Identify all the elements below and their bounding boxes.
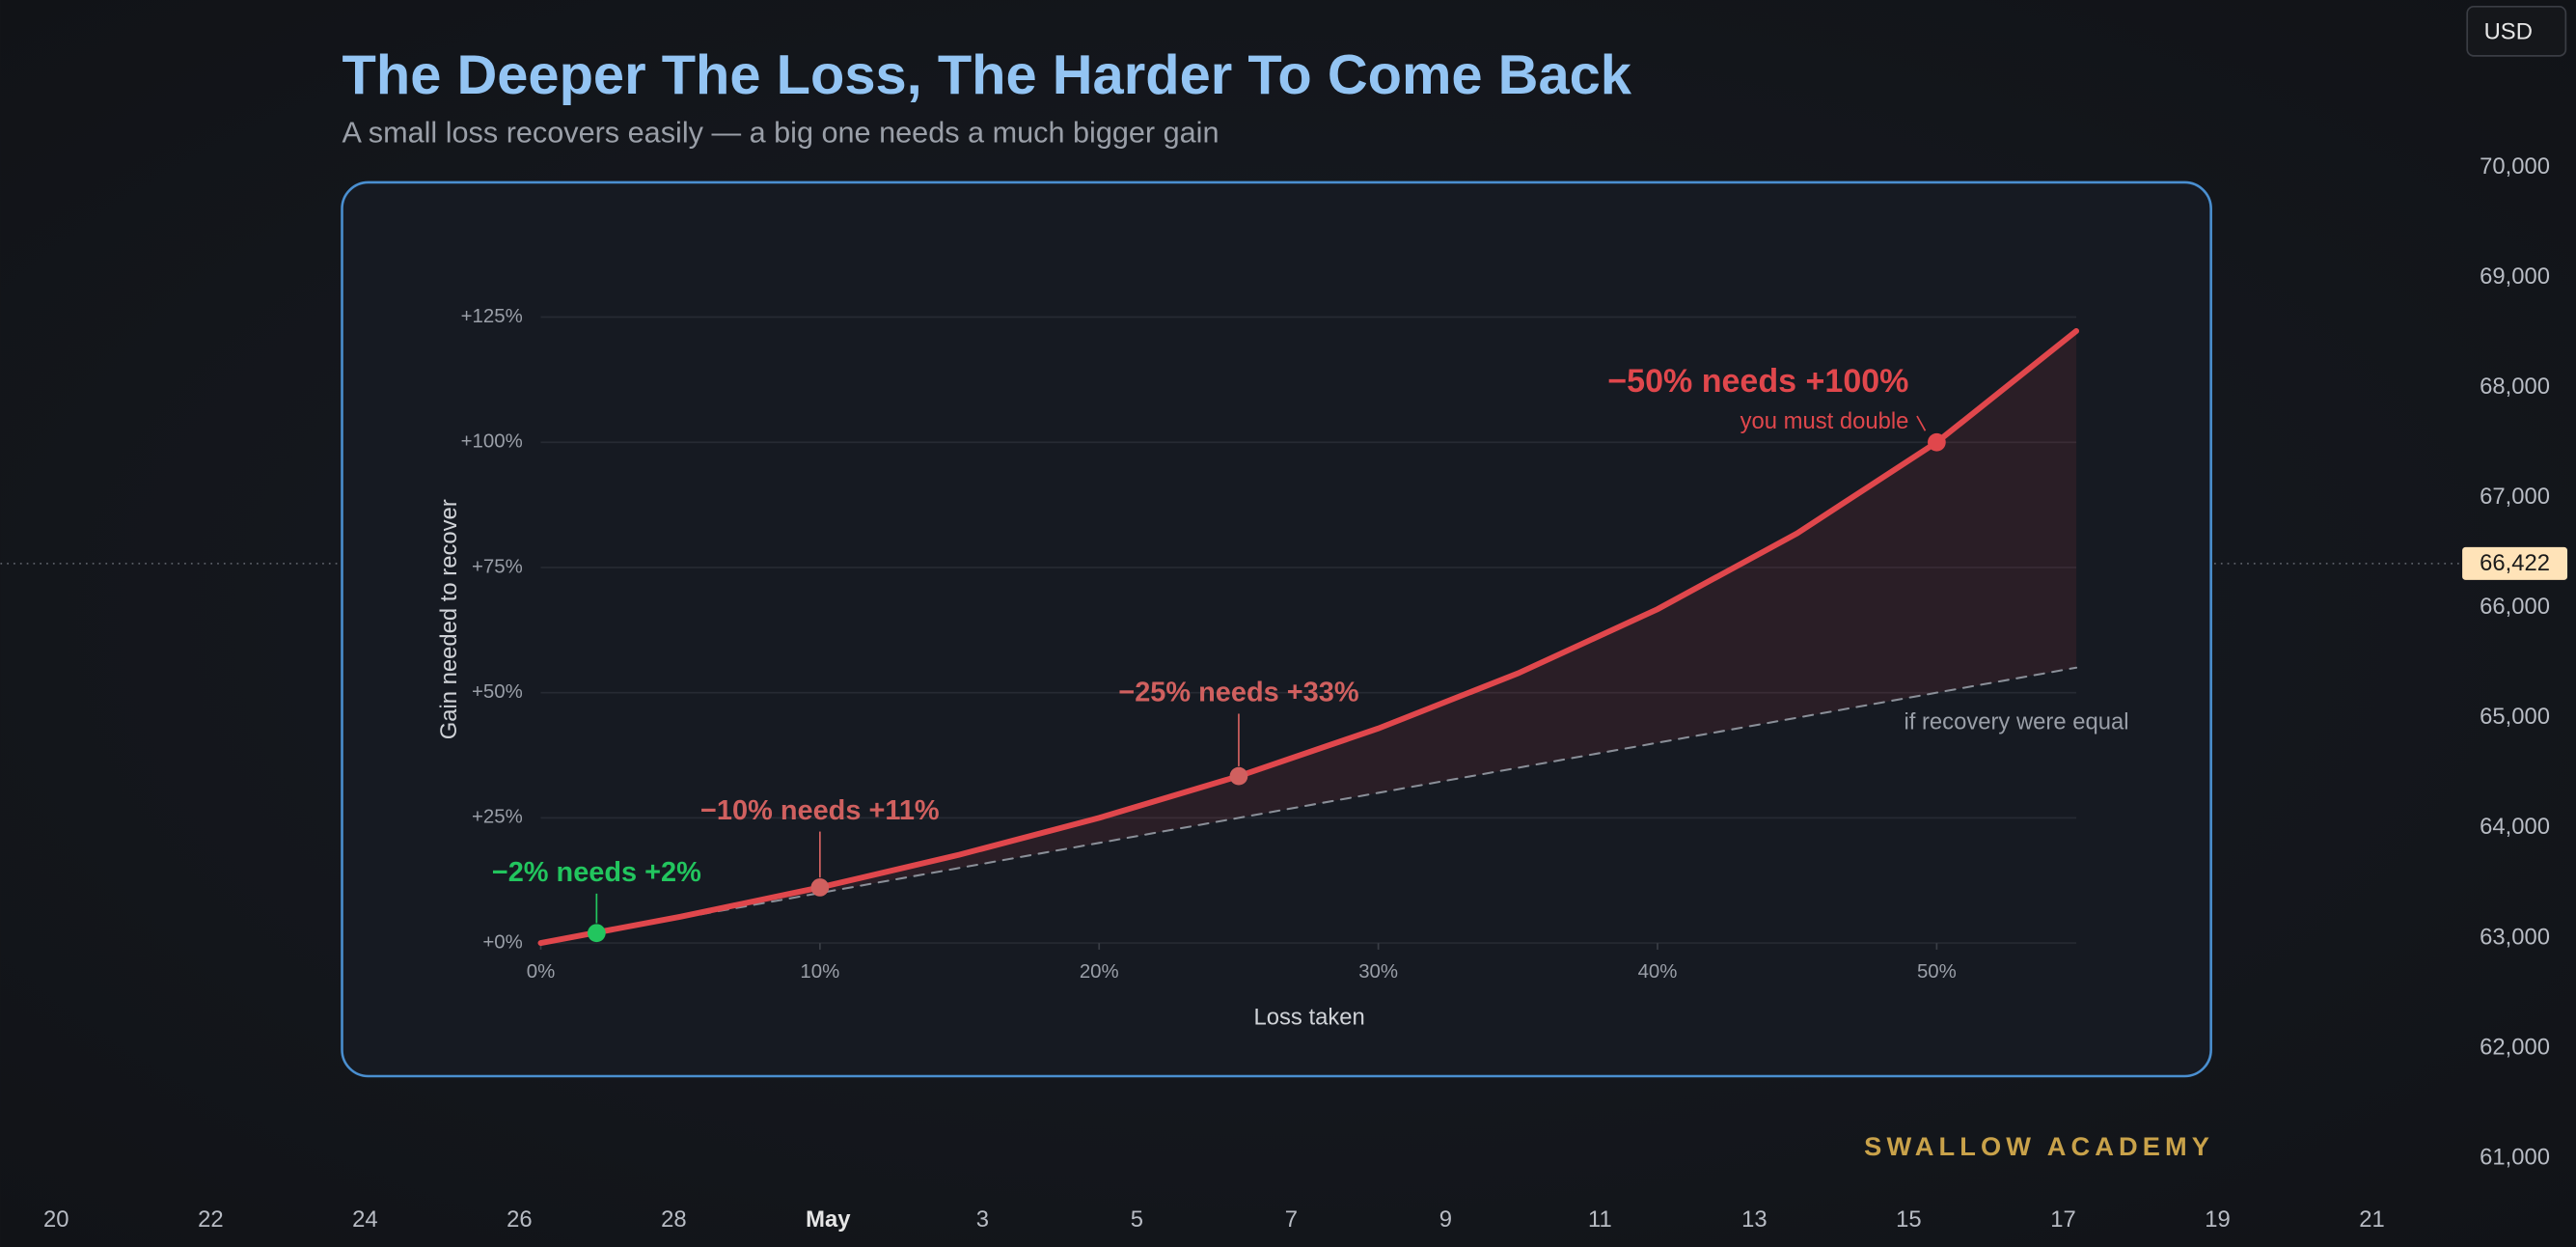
price-label: 69,000 [2480,263,2550,290]
time-label: 19 [2205,1206,2231,1233]
price-label: 70,000 [2480,153,2550,180]
price-label: 67,000 [2480,484,2550,510]
y-tick-label: +50% [472,681,523,703]
x-tick-label: 30% [1358,961,1398,983]
time-label: 7 [1285,1206,1298,1233]
x-axis-label: Loss taken [1254,1005,1365,1031]
annotation-label: −25% needs +33% [1118,678,1358,708]
time-axis: 20 22 24 26 28 May 3 5 7 9 11 13 15 17 19 21 [43,1206,2385,1233]
time-label: 20 [43,1206,69,1233]
gap-area [540,330,2077,944]
time-label: 3 [976,1206,989,1233]
time-label: May [806,1206,851,1233]
x-tick-label: 50% [1917,961,1957,983]
time-label: 9 [1439,1206,1452,1233]
time-label: 13 [1741,1206,1768,1233]
chart-subtitle: A small loss recovers easily — a big one… [343,117,1219,150]
time-label: 26 [507,1206,533,1233]
price-axis: 70,000 69,000 68,000 67,000 66,000 65,000 64,0… [2480,153,2550,1170]
series-line [537,327,2080,947]
time-label: 11 [1588,1206,1612,1233]
chart-title: The Deeper The Loss, The Harder To Come … [343,44,1632,106]
highlight-point [1229,766,1248,786]
annotation-label: −2% needs +2% [492,857,701,888]
x-tick-label: 20% [1080,961,1119,983]
annotation-label: −50% needs +100% [1607,363,1908,400]
highlight-point [587,924,606,943]
price-tag-label: 66,422 [2480,550,2550,576]
chart-card [341,180,2212,1078]
x-tick-label: 0% [527,961,556,983]
time-label: 21 [2359,1206,2385,1233]
plot: +0% +25% +50% +75% +100% +125% 0% 10% 20% 30% 40% 5… [461,306,2129,983]
y-tick-label: +25% [472,807,523,828]
x-tick-label: 10% [800,961,839,983]
y-tick-label: +75% [472,556,523,577]
currency-button[interactable] [2466,5,2567,57]
highlight-point [1928,432,1946,452]
series-line [539,666,2078,945]
x-tick-label: 40% [1638,961,1678,983]
price-label: 62,000 [2480,1034,2550,1060]
leader [1916,415,1927,431]
annotation-label: −10% needs +11% [700,795,940,826]
price-label: 66,000 [2480,594,2550,620]
price-tag [2462,546,2568,580]
price-label: 65,000 [2480,704,2550,730]
y-tick-label: +125% [461,306,523,327]
highlight-point [810,878,830,897]
y-axis-label: Gain needed to recover [436,499,462,739]
currency-label[interactable]: USD [2484,18,2533,44]
time-label: 28 [661,1206,687,1233]
price-label: 61,000 [2480,1144,2550,1170]
time-label: 24 [352,1206,378,1233]
time-label: 17 [2050,1206,2076,1233]
series-label: if recovery were equal [1904,708,2128,734]
brand: SWALLOW ACADEMY [1864,1131,2214,1161]
time-label: 22 [198,1206,224,1233]
y-tick-label: +0% [482,931,522,953]
y-tick-label: +100% [461,431,523,453]
annotation-note: you must double [1740,408,1909,434]
price-label: 63,000 [2480,924,2550,950]
price-label: 68,000 [2480,374,2550,400]
time-label: 5 [1131,1206,1143,1233]
time-label: 15 [1896,1206,1922,1233]
price-label: 64,000 [2480,814,2550,840]
